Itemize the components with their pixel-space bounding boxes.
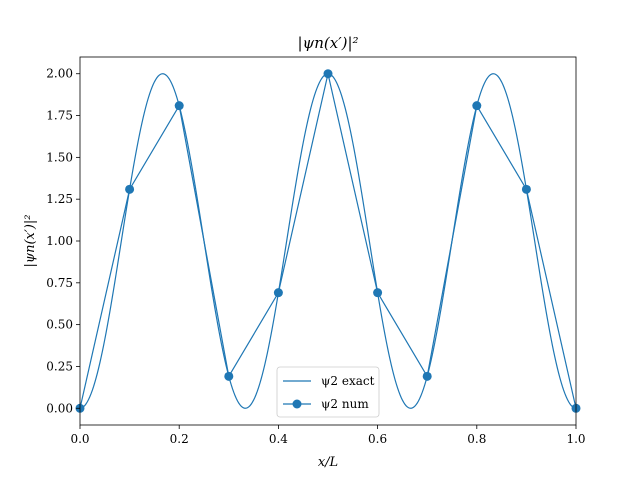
series-num-point [174,101,184,111]
x-tick-label: 0.8 [467,432,486,446]
y-axis: 0.00 0.25 0.50 0.75 1.00 1.25 1.50 1.75 2.00 [46,67,80,415]
y-tick-label: 2.00 [46,67,73,81]
series-num-point [422,371,432,381]
legend-label-num: ψ2 num [321,397,369,411]
y-tick-label: 1.50 [46,150,73,164]
chart-title: |ψn(x′)|² [297,34,358,52]
x-tick-label: 1.0 [566,432,585,446]
plot-area [75,69,581,413]
series-exact-line [79,73,577,409]
series-num-point [273,288,283,298]
x-tick-label: 0.0 [70,432,89,446]
y-tick-label: 0.00 [46,401,73,415]
legend-label-exact: ψ2 exact [321,374,375,388]
y-tick-label: 0.50 [46,318,73,332]
legend: ψ2 exact ψ2 num [276,366,380,418]
x-tick-label: 0.2 [170,432,189,446]
y-tick-label: 1.00 [46,234,73,248]
series-num-point [323,69,333,79]
series-num-point [373,288,383,298]
series-num-point [472,101,482,111]
series-num-point [224,371,234,381]
x-tick-label: 0.4 [269,432,288,446]
series-num-line [79,73,577,409]
y-tick-label: 0.25 [46,359,73,373]
y-tick-label: 1.25 [46,192,73,206]
series-num-point [521,184,531,194]
y-axis-label: |ψn(x′)|² [23,215,38,268]
x-tick-label: 0.6 [368,432,387,446]
x-axis-label: x/L [318,455,338,470]
legend-marker-num [292,399,302,409]
y-tick-label: 0.75 [46,276,73,290]
series-num-point [125,184,135,194]
x-axis: 0.0 0.2 0.4 0.6 0.8 1.0 [70,425,586,446]
y-tick-label: 1.75 [46,109,73,123]
